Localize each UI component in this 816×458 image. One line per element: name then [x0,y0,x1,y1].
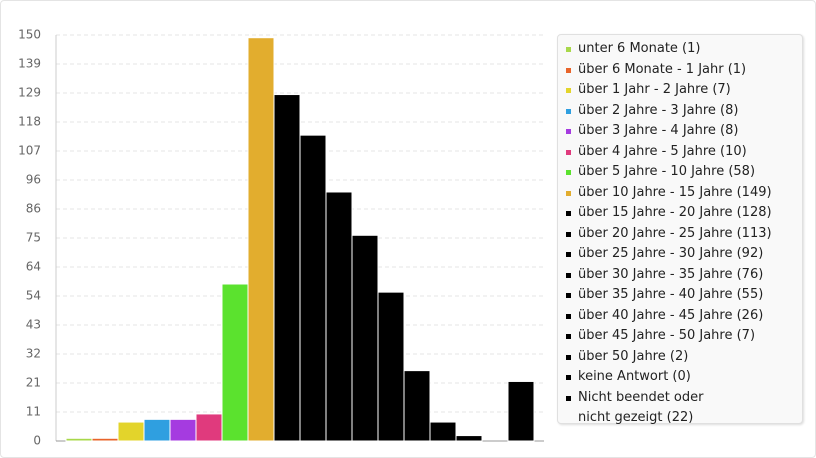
bar [351,234,379,442]
legend-label: über 50 Jahre (2) [578,348,689,364]
legend-label: über 30 Jahre - 35 Jahre (76) [578,266,764,282]
y-tick-label: 75 [26,231,41,245]
bar [403,370,431,442]
y-tick-label: 118 [18,115,41,129]
bar [273,94,301,442]
legend-item: über 35 Jahre - 40 Jahre (55) [564,285,808,306]
legend-swatch [566,129,571,134]
y-tick-label: 96 [26,172,41,186]
bar [91,437,119,442]
y-tick-label: 150 [18,28,41,42]
legend-swatch [566,108,571,114]
y-tick-label: 86 [26,202,41,216]
legend-item: über 20 Jahre - 25 Jahre (113) [564,224,808,245]
legend-item: über 6 Monate - 1 Jahr (1) [564,60,808,81]
legend-item: über 50 Jahre (2) [564,347,808,368]
legend-swatch [566,272,571,278]
legend-swatch [566,211,571,216]
legend-label: unter 6 Monate (1) [578,41,701,56]
y-tick-label: 54 [26,289,41,303]
y-tick-label: 139 [18,56,41,70]
bar [195,413,223,442]
legend-label: über 20 Jahre - 25 Jahre (113) [578,225,772,241]
bar [221,283,249,442]
legend-label: über 2 Jahre - 3 Jahre (8) [578,102,739,118]
y-tick-label: 0 [33,434,41,448]
legend-swatch [566,170,571,175]
legend-swatch [566,395,571,401]
chart: 0 11 21 32 43 54 64 75 86 96 107 118 129 139 150 [18,28,544,448]
legend-label: über 4 Jahre - 5 Jahre (10) [578,143,747,159]
legend-item: über 5 Jahre - 10 Jahre (58) [564,162,808,183]
legend-item: über 45 Jahre - 50 Jahre (7) [564,326,808,347]
legend-swatch [566,231,571,237]
legend-swatch [566,313,571,319]
legend-swatch [566,190,571,196]
bar [507,380,535,442]
legend-swatch [566,47,571,52]
y-tick-label: 107 [18,143,41,157]
legend-swatch [566,354,571,360]
legend-label: über 6 Monate - 1 Jahr (1) [578,61,747,77]
legend-item: über 30 Jahre - 35 Jahre (76) [564,265,808,286]
legend-label: über 25 Jahre - 30 Jahre (92) [578,246,764,261]
legend: unter 6 Monate (1) über 6 Monate - 1 Jahr… [557,34,803,425]
bar [117,421,145,442]
bar [455,435,483,442]
legend-label: über 1 Jahr - 2 Jahre (7) [578,82,731,97]
legend-swatch [566,88,571,93]
legend-label: über 3 Jahre - 4 Jahre (8) [578,123,739,138]
legend-item: über 40 Jahre - 45 Jahre (26) [564,306,808,327]
y-tick-label: 21 [26,375,41,389]
y-tick-label: 11 [26,405,41,419]
legend-label: über 40 Jahre - 45 Jahre (26) [578,307,764,323]
legend-label: Nicht beendet oder nicht gezeigt (22) [578,389,704,426]
legend-item: über 25 Jahre - 30 Jahre (92) [564,244,808,265]
legend-swatch [566,149,571,155]
y-tick-label: 64 [26,259,41,273]
y-tick-label: 43 [26,318,41,332]
bar [169,418,197,442]
legend-swatch [566,252,571,257]
legend-item: über 4 Jahre - 5 Jahre (10) [564,142,808,163]
legend-label: über 35 Jahre - 40 Jahre (55) [578,287,764,302]
legend-swatch [566,334,571,339]
legend-item: über 1 Jahr - 2 Jahre (7) [564,80,808,101]
legend-label: über 5 Jahre - 10 Jahre (58) [578,164,756,179]
bar [299,134,327,442]
bar [429,421,457,442]
legend-label: über 15 Jahre - 20 Jahre (128) [578,205,772,220]
legend-swatch [566,375,571,380]
legend-item: Nicht beendet oder nicht gezeigt (22) [564,388,728,429]
bar [377,291,405,442]
bar [325,191,353,442]
legend-label: über 45 Jahre - 50 Jahre (7) [578,328,756,343]
legend-label: keine Antwort (0) [578,369,691,384]
legend-label: über 10 Jahre - 15 Jahre (149) [578,184,772,200]
legend-item: über 15 Jahre - 20 Jahre (128) [564,203,808,224]
legend-item: über 3 Jahre - 4 Jahre (8) [564,121,808,142]
legend-item: über 2 Jahre - 3 Jahre (8) [564,101,808,122]
legend-item: unter 6 Monate (1) [564,39,808,60]
legend-swatch [566,293,571,298]
y-tick-label: 129 [18,86,41,100]
legend-item: über 10 Jahre - 15 Jahre (149) [564,183,808,204]
bar [143,418,171,442]
bar [247,37,275,442]
bar [65,437,93,442]
y-tick-label: 32 [26,346,41,360]
legend-swatch [566,67,571,73]
legend-item: keine Antwort (0) [564,367,808,388]
